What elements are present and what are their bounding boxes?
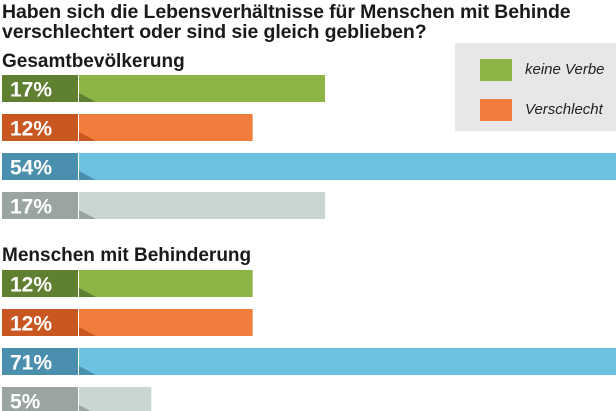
bar-fold-2-2: [79, 327, 96, 336]
bar-2-4: [79, 387, 152, 411]
legend-swatch-green: [480, 59, 512, 81]
bar-label-tab-1-3: [2, 153, 78, 180]
bar-fold-2-4: [79, 405, 91, 411]
bar-fold-1-3: [79, 171, 96, 180]
bar-value-label-2-2: 12%: [10, 313, 52, 336]
bar-1-2: [79, 114, 253, 141]
bar-2-3: [79, 348, 616, 375]
bar-fold-2-1: [79, 288, 96, 297]
bar-fold-1-1: [79, 93, 96, 102]
bar-2-2: [79, 309, 253, 336]
legend-label-verschlechterung: Verschlecht: [525, 101, 603, 118]
bar-label-tab-1-4: [2, 192, 78, 219]
group-label-gesamtbevoelkerung: Gesamtbevölkerung: [2, 51, 185, 72]
bar-value-label-2-4: 5%: [10, 391, 41, 411]
bar-value-label-1-4: 17%: [10, 196, 52, 219]
legend-label-keine-verbesserung: keine Verbe: [525, 61, 605, 78]
bar-1-4: [79, 192, 325, 219]
legend-swatch-orange: [480, 99, 512, 121]
bar-fold-1-4: [79, 210, 96, 219]
bar-value-label-2-1: 12%: [10, 274, 52, 297]
chart-legend: keine Verbe Verschlecht: [455, 43, 616, 131]
bar-label-tab-2-4: [2, 387, 78, 411]
bar-label-tab-2-2: [2, 309, 78, 336]
bar-value-label-1-2: 12%: [10, 118, 52, 141]
bar-label-tab-2-1: [2, 270, 78, 297]
bar-label-tab-1-2: [2, 114, 78, 141]
bar-1-3: [79, 153, 616, 180]
bar-value-label-2-3: 71%: [10, 352, 52, 375]
bar-label-tab-2-3: [2, 348, 78, 375]
chart-title-line-2: verschlechtert oder sind sie gleich gebl…: [2, 21, 427, 43]
bar-value-label-1-1: 17%: [10, 79, 52, 102]
group-label-menschen-mit-behinderung: Menschen mit Behinderung: [2, 245, 252, 266]
bar-value-label-1-3: 54%: [10, 157, 52, 180]
bar-fold-1-2: [79, 132, 96, 141]
chart-title-line-1: Haben sich die Lebensverhältnisse für Me…: [2, 1, 571, 23]
bar-fold-2-3: [79, 366, 96, 375]
bar-2-1: [79, 270, 253, 297]
bar-label-tab-1-1: [2, 75, 78, 102]
bar-1-1: [79, 75, 325, 102]
